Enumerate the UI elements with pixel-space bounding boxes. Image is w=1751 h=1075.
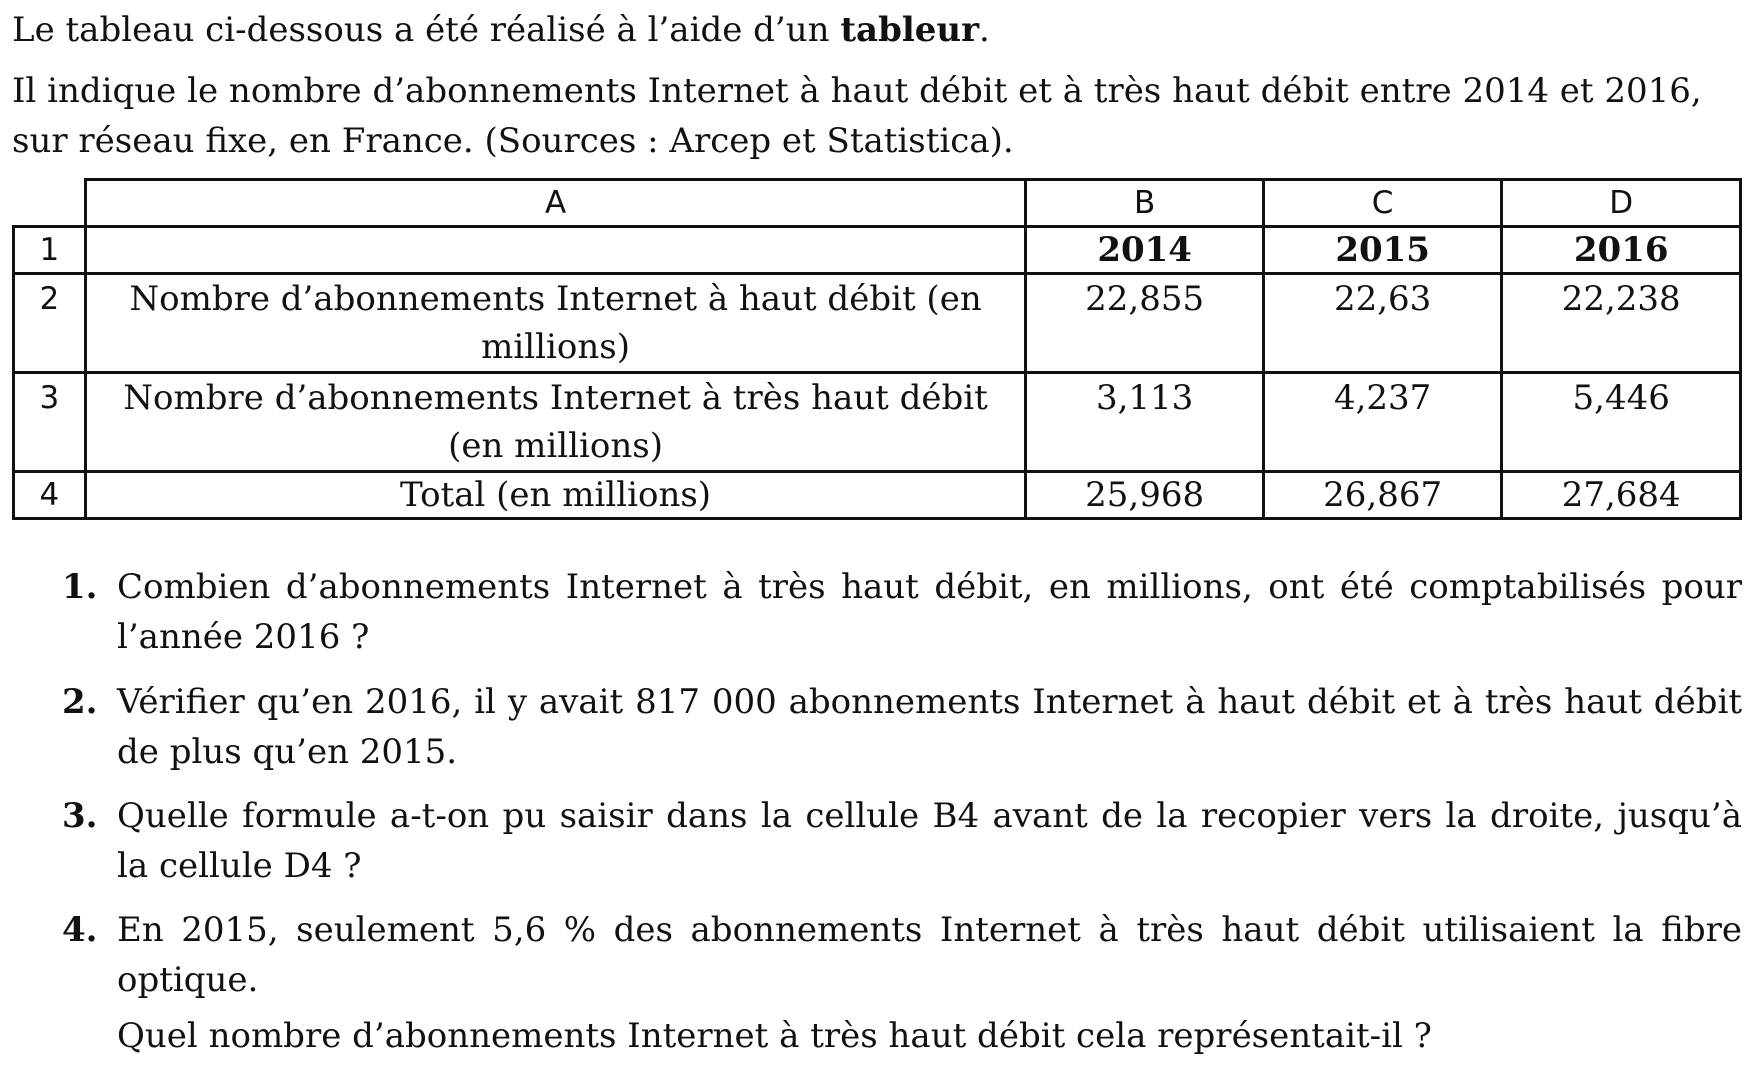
row-number: 1 — [12, 225, 87, 275]
table-row: 4 Total (en millions) 25,968 26,867 27,6… — [12, 470, 1742, 520]
value-cell: 4,237 — [1261, 371, 1504, 473]
question-item: 1. Combien d’abonnements Internet à très … — [0, 562, 1742, 662]
spreadsheet-table: A B C D 1 2014 2015 2016 2 Nombre d’abon… — [12, 178, 1742, 520]
column-header-b: B — [1024, 178, 1265, 228]
value-cell: 26,867 — [1261, 470, 1504, 520]
column-header-c: C — [1261, 178, 1504, 228]
intro-text: Le tableau ci-dessous a été réalisé à l’… — [12, 10, 841, 50]
value-cell: 25,968 — [1024, 470, 1265, 520]
question-item: 2. Vérifier qu’en 2016, il y avait 817 00… — [0, 677, 1742, 777]
value-cell: 5,446 — [1500, 371, 1742, 473]
question-item: 4. En 2015, seulement 5,6 % des abonnemen… — [0, 905, 1742, 1061]
question-list: 1. Combien d’abonnements Internet à très … — [0, 562, 1742, 1061]
column-header-a: A — [83, 178, 1028, 228]
intro-bold-word: tableur — [840, 10, 980, 50]
year-cell: 2016 — [1500, 225, 1742, 275]
question-item: 3. Quelle formule a-t-on pu saisir dans l… — [0, 791, 1742, 891]
question-number: 4. — [62, 910, 98, 950]
intro-line-2: Il indique le nombre d’abonnements Inter… — [12, 71, 1702, 161]
row-label: Nombre d’abonnements Internet à très hau… — [83, 371, 1028, 473]
table-row: 2 Nombre d’abonnements Internet à haut d… — [12, 272, 1742, 374]
value-cell: 3,113 — [1024, 371, 1265, 473]
value-cell: 22,238 — [1500, 272, 1742, 374]
table-row: 1 2014 2015 2016 — [12, 225, 1742, 275]
row-label — [83, 225, 1028, 275]
row-number: 3 — [12, 371, 87, 473]
question-number: 1. — [62, 567, 98, 607]
question-number: 3. — [62, 796, 98, 836]
row-number: 4 — [12, 470, 87, 520]
value-cell: 22,63 — [1261, 272, 1504, 374]
row-label: Total (en millions) — [83, 470, 1028, 520]
value-cell: 27,684 — [1500, 470, 1742, 520]
value-cell: 22,855 — [1024, 272, 1265, 374]
year-cell: 2015 — [1261, 225, 1504, 275]
question-text: Quelle formule a-t-on pu saisir dans la … — [117, 796, 1742, 886]
table-row: 3 Nombre d’abonnements Internet à très h… — [12, 371, 1742, 473]
question-number: 2. — [62, 682, 98, 722]
corner-cell — [13, 179, 87, 228]
intro-punct: . — [979, 10, 990, 50]
question-text: En 2015, seulement 5,6 % des abonnements… — [117, 910, 1742, 1000]
row-number: 2 — [12, 272, 87, 374]
question-text: Vérifier qu’en 2016, il y avait 817 000 … — [117, 682, 1742, 772]
column-header-d: D — [1500, 178, 1742, 228]
question-text: Combien d’abonnements Internet à très ha… — [117, 567, 1742, 657]
intro-line-1: Le tableau ci-dessous a été réalisé à l’… — [12, 5, 1742, 55]
year-cell: 2014 — [1024, 225, 1265, 275]
question-followup-text: Quel nombre d’abonnements Internet à trè… — [117, 1016, 1432, 1056]
row-label: Nombre d’abonnements Internet à haut déb… — [83, 272, 1028, 374]
column-header-row: A B C D — [13, 178, 1742, 228]
